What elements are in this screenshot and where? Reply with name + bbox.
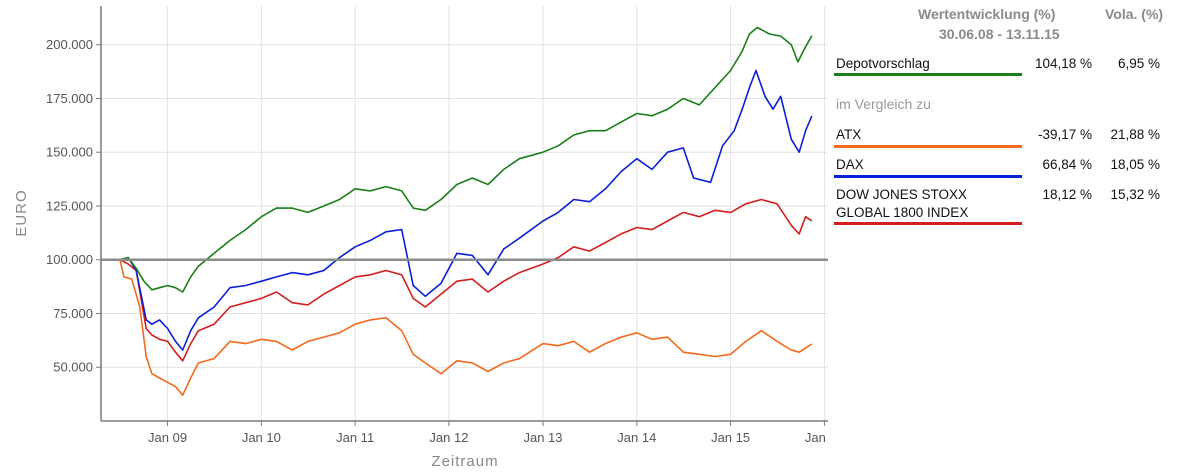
x-tick-label: Jan 10 [242,430,281,445]
legend: Wertentwicklung (%) Vola. (%) 30.06.08 -… [826,0,1184,474]
series-layer [119,26,813,396]
legend-color-line [834,222,1022,225]
y-tick-label: 175.000 [46,91,93,106]
x-tick-label: Jan 09 [148,430,187,445]
ticks: 50.000 75.000 100.000 125.000 150.000 175.000… [46,37,828,445]
legend-series-name: ATX [836,127,862,142]
legend-color-line [834,175,1022,178]
legend-comparison-label: im Vergleich zu [836,96,931,112]
legend-vola-value: 21,88 % [1110,127,1160,142]
axes [100,6,828,422]
legend-color-line [834,145,1022,148]
series-line-0 [119,26,813,293]
grid [101,6,828,421]
x-tick-label: Jan 12 [429,430,468,445]
x-tick-label: Jan 15 [711,430,750,445]
series-line-3 [119,198,813,362]
legend-vola-value: 15,32 % [1110,187,1160,202]
series-line-2 [119,69,813,351]
legend-vola-value: 18,05 % [1110,157,1160,172]
y-tick-label: 50.000 [53,360,93,375]
legend-series-name: DAX [836,157,864,172]
legend-header-vola: Vola. (%) [1105,6,1164,22]
y-tick-label: 200.000 [46,37,93,52]
legend-period: 30.06.08 - 13.11.15 [939,26,1060,42]
series-line-1 [119,259,813,396]
legend-return-value: 18,12 % [1042,187,1092,202]
y-tick-label: 100.000 [46,252,93,267]
y-tick-label: 125.000 [46,198,93,213]
y-tick-label: 150.000 [46,145,93,160]
x-tick-label: Jan 11 [336,430,374,445]
legend-series-name: DOW JONES STOXX GLOBAL 1800 INDEX [836,187,969,220]
legend-return-value: 66,84 % [1042,157,1092,172]
legend-header-return: Wertentwicklung (%) [918,6,1056,22]
x-axis-title: Zeitraum [431,453,498,470]
x-tick-label: Jan 13 [523,430,562,445]
y-axis-title: EURO [13,189,30,236]
legend-vola-value: 6,95 % [1117,56,1160,71]
legend-series-name: Depotvorschlag [836,56,930,71]
legend-return-value: 104,18 % [1034,56,1092,71]
legend-return-value: -39,17 % [1037,127,1092,142]
performance-chart: 50.000 75.000 100.000 125.000 150.000 175.000… [13,6,828,470]
x-tick-label: Jan 14 [617,430,656,445]
legend-color-line [834,73,1022,76]
y-tick-label: 75.000 [53,306,93,321]
x-tick-label: Jan 16 [805,430,828,445]
